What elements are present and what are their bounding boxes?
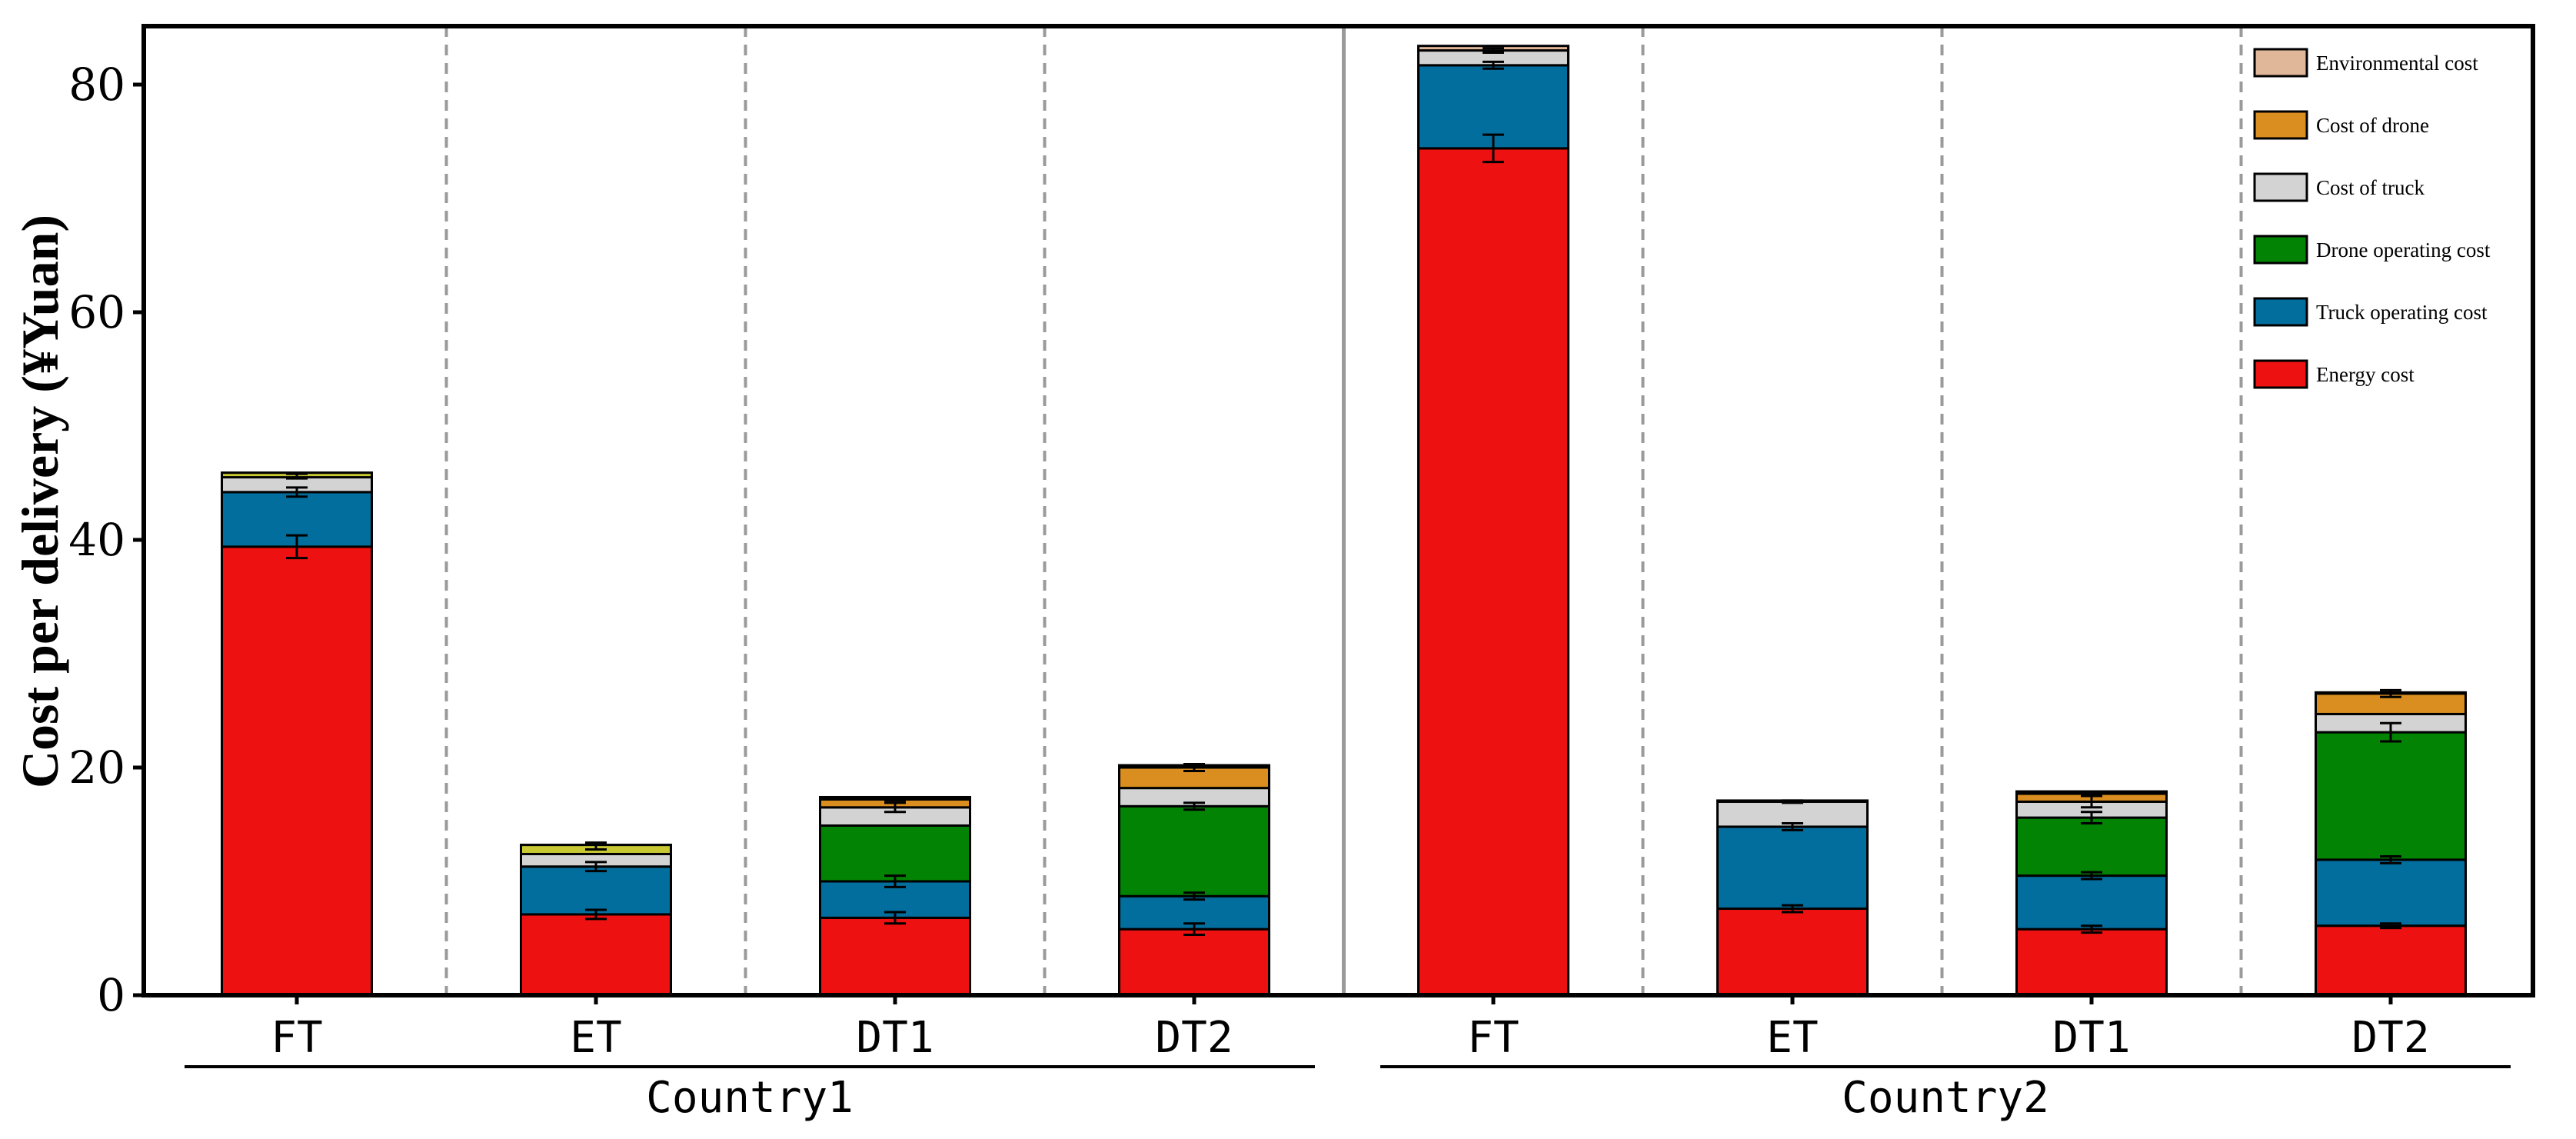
legend-label: Environmental cost bbox=[2316, 52, 2478, 75]
x-tick-label: DT2 bbox=[2351, 1013, 2429, 1063]
error-bar bbox=[585, 841, 607, 851]
error-bar bbox=[1483, 60, 1504, 70]
legend-swatch bbox=[2253, 359, 2308, 389]
error-bar bbox=[585, 861, 607, 873]
y-axis-ticks: 0 20 40 60 80 bbox=[68, 58, 144, 1021]
bar-segment bbox=[221, 545, 373, 997]
error-bar bbox=[286, 534, 308, 560]
error-bar bbox=[1483, 133, 1504, 164]
legend-swatch bbox=[2253, 297, 2308, 327]
bar-segment bbox=[1716, 825, 1869, 911]
error-bar bbox=[1782, 904, 1803, 914]
legend-label: Truck operating cost bbox=[2316, 301, 2488, 324]
y-tick-label: 20 bbox=[68, 741, 125, 794]
bar-segment bbox=[520, 865, 672, 916]
error-bar bbox=[884, 874, 906, 888]
bar-segment bbox=[819, 824, 971, 883]
legend-swatch bbox=[2253, 48, 2308, 78]
bar-segment bbox=[2015, 816, 2168, 878]
error-bar bbox=[2380, 922, 2401, 930]
legend-swatch bbox=[2253, 110, 2308, 140]
x-tick-label: FT bbox=[271, 1013, 322, 1063]
error-bar bbox=[1183, 801, 1205, 811]
error-bar bbox=[2081, 871, 2102, 881]
category-dividers bbox=[444, 26, 2243, 995]
y-tick-label: 40 bbox=[68, 514, 125, 566]
bar-segment bbox=[1716, 908, 1869, 997]
bar-segment bbox=[2315, 858, 2467, 928]
y-tick-label: 60 bbox=[68, 286, 125, 338]
bar-segment bbox=[2315, 924, 2467, 997]
x-tick-label: DT1 bbox=[856, 1013, 934, 1063]
x-tick-label: DT1 bbox=[2052, 1013, 2130, 1063]
error-bar bbox=[884, 801, 906, 814]
bar-segment bbox=[2315, 731, 2467, 861]
error-bar bbox=[2081, 924, 2102, 934]
x-tick-label: FT bbox=[1467, 1013, 1519, 1063]
error-bar bbox=[1183, 763, 1205, 772]
error-bars bbox=[286, 47, 2401, 937]
error-bar bbox=[286, 472, 308, 480]
error-bar bbox=[585, 908, 607, 921]
error-bar bbox=[1183, 922, 1205, 937]
error-bar bbox=[2081, 794, 2102, 809]
error-bar bbox=[1183, 891, 1205, 901]
error-bar bbox=[2380, 721, 2401, 743]
x-tick-label: ET bbox=[1766, 1013, 1818, 1063]
error-bar bbox=[286, 486, 308, 498]
group-label: Country2 bbox=[1842, 1073, 2049, 1123]
x-axis-categories: FT ET DT1 DT2 FT ET DT1 DT2 bbox=[271, 995, 2430, 1063]
legend-label: Cost of drone bbox=[2316, 114, 2429, 137]
y-tick-label: 80 bbox=[68, 58, 125, 111]
plot-frame bbox=[141, 24, 2535, 997]
bar-segment bbox=[2015, 928, 2168, 997]
legend-swatch bbox=[2253, 235, 2308, 265]
bar-segment bbox=[819, 916, 971, 997]
bar-segment bbox=[1417, 147, 1569, 997]
legend-label: Cost of truck bbox=[2316, 176, 2425, 199]
bars bbox=[221, 45, 2467, 997]
bar-segment bbox=[2015, 790, 2168, 795]
group-label: Country1 bbox=[646, 1073, 854, 1123]
x-tick-label: ET bbox=[570, 1013, 621, 1063]
error-bar bbox=[2380, 854, 2401, 864]
x-tick-label: DT2 bbox=[1155, 1013, 1233, 1063]
error-bar bbox=[1782, 822, 1803, 831]
error-bar bbox=[884, 797, 906, 802]
y-axis-label: Cost per delivery (¥Yuan) bbox=[11, 215, 69, 788]
legend: Environmental cost Cost of drone Cost of t… bbox=[2253, 48, 2491, 389]
bar-segment bbox=[2015, 874, 2168, 931]
legend-label: Drone operating cost bbox=[2316, 238, 2491, 261]
legend-label: Energy cost bbox=[2316, 363, 2415, 386]
x-axis-groups: Country1 Country2 bbox=[185, 1065, 2511, 1123]
error-bar bbox=[884, 911, 906, 925]
legend-swatch bbox=[2253, 172, 2308, 202]
error-bar bbox=[2380, 688, 2401, 698]
bar-segment bbox=[1118, 804, 1270, 898]
error-bar bbox=[2081, 811, 2102, 825]
bar-segment bbox=[520, 913, 672, 997]
bar-segment bbox=[1118, 928, 1270, 997]
error-bar bbox=[1483, 47, 1504, 55]
y-tick-label: 0 bbox=[97, 969, 125, 1021]
error-bar bbox=[1782, 799, 1803, 804]
